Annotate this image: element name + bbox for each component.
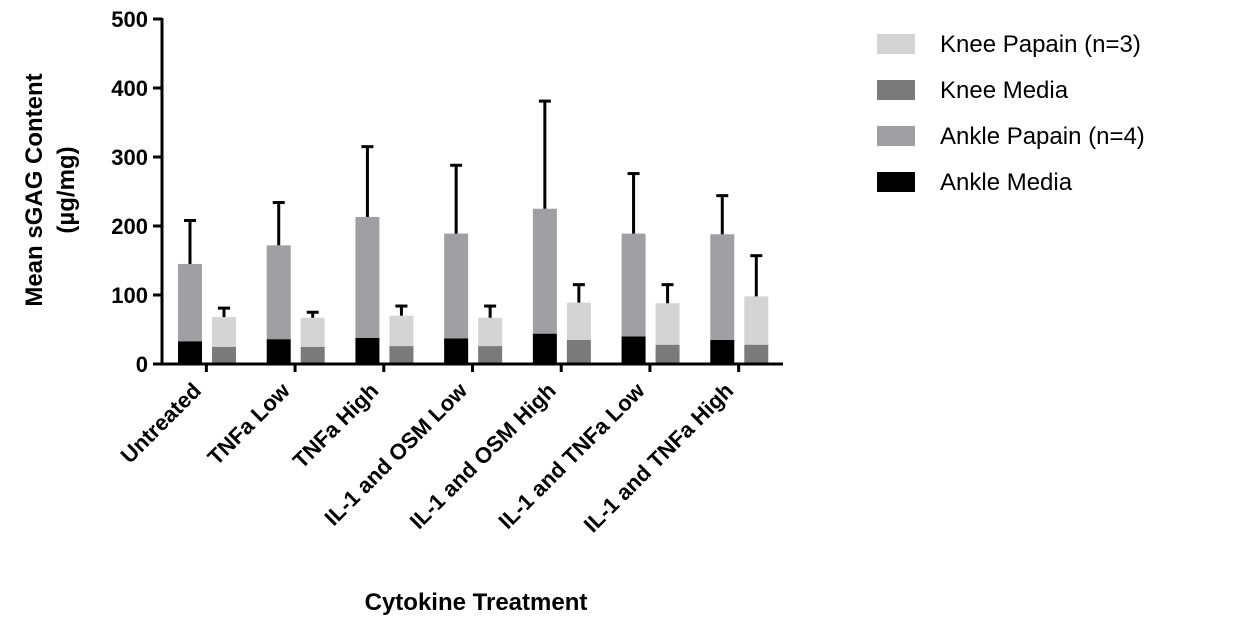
y-tick-label-400: 400 [111,76,148,101]
bar-ankle-papain-n-4-untreated [178,263,202,342]
legend-swatch-knee-papain-n-3 [877,34,915,54]
bar-knee-media-il-1-and-osm-high [566,339,591,364]
bar-knee-media-untreated [212,346,236,364]
legend-label-ankle-papain-n-4: Ankle Papain (n=4) [940,123,1145,150]
bar-knee-media-tnfa-low [300,346,325,364]
bar-knee-media-il-1-and-tnfa-low [655,344,680,364]
x-tick-label-il-1-and-osm-high: IL-1 and OSM High [405,378,561,534]
y-axis-title: Mean sGAG Content (µg/mg) [21,73,80,306]
bar-ankle-papain-n-4-tnfa-low [266,245,291,340]
legend-swatch-knee-media [877,80,915,100]
bar-knee-media-tnfa-high [389,346,414,364]
bar-ankle-papain-n-4-tnfa-high [355,217,380,338]
bar-knee-papain-n-3-il-1-and-tnfa-high [744,296,769,345]
bar-ankle-papain-n-4-il-1-and-osm-high [532,208,557,334]
bar-ankle-media-il-1-and-tnfa-low [621,336,646,364]
legend: Knee Papain (n=3) Knee Media Ankle Papain … [877,31,1145,196]
y-axis-title-line2: (µg/mg) [53,146,80,233]
bar-knee-papain-n-3-il-1-and-tnfa-low [655,303,680,345]
x-tick-label-tnfa-low: TNFa Low [203,377,296,470]
legend-swatch-ankle-papain-n-4 [877,126,915,146]
plot-area [178,99,769,364]
y-axis-title-line1: Mean sGAG Content [21,73,48,306]
x-axis-title: Cytokine Treatment [365,589,588,616]
legend-swatch-ankle-media [877,172,915,192]
y-tick-label-100: 100 [111,283,148,308]
bar-ankle-media-untreated [178,341,202,364]
bar-knee-papain-n-3-untreated [212,317,236,347]
bar-ankle-media-tnfa-high [355,337,380,364]
bar-ankle-papain-n-4-il-1-and-tnfa-low [621,233,646,337]
bar-ankle-papain-n-4-il-1-and-tnfa-high [710,234,735,340]
bar-knee-papain-n-3-il-1-and-osm-low [478,317,503,347]
bar-ankle-papain-n-4-il-1-and-osm-low [444,233,469,339]
y-tick-label-0: 0 [136,352,148,377]
bar-ankle-media-il-1-and-osm-high [532,333,557,364]
y-tick-label-300: 300 [111,145,148,170]
bar-ankle-media-tnfa-low [266,339,291,364]
bar-knee-papain-n-3-il-1-and-osm-high [566,302,591,340]
y-tick-label-500: 500 [111,7,148,32]
x-tick-label-tnfa-high: TNFa High [288,378,383,473]
bar-knee-papain-n-3-tnfa-high [389,315,414,347]
bar-ankle-media-il-1-and-osm-low [444,338,469,364]
x-tick-label-untreated: Untreated [116,378,206,468]
legend-label-ankle-media: Ankle Media [940,169,1073,196]
bar-ankle-media-il-1-and-tnfa-high [710,339,735,364]
x-tick-label-il-1-and-tnfa-low: IL-1 and TNFa Low [494,377,651,534]
y-tick-label-200: 200 [111,214,148,239]
bar-knee-papain-n-3-tnfa-low [300,317,325,347]
x-tick-label-il-1-and-tnfa-high: IL-1 and TNFa High [579,378,738,537]
bar-knee-media-il-1-and-osm-low [478,346,503,364]
bar-knee-media-il-1-and-tnfa-high [744,344,769,364]
legend-label-knee-media: Knee Media [940,77,1069,104]
legend-label-knee-papain-n-3: Knee Papain (n=3) [940,31,1141,58]
